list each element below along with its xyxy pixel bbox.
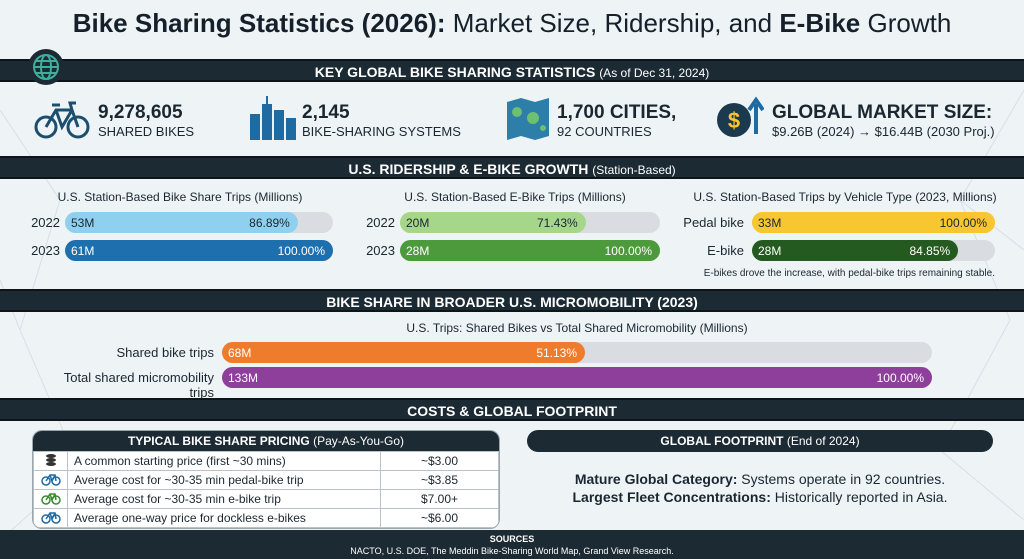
pricing-row: Average one-way price for dockless e-bik… [33,508,499,528]
chart-title: U.S. Trips: Shared Bikes vs Total Shared… [406,321,748,335]
bar: 28M 100.00% [400,240,660,261]
pricing-value: ~$3.85 [380,470,499,490]
bar: 28M 84.85% [752,240,959,261]
bar-percent-label: 86.89% [249,215,290,230]
bar-track: 33M 100.00% [752,212,995,233]
bar-track: 133M 100.00% [222,367,932,388]
bar-track: 20M 71.43% [400,212,660,233]
bar-value-label: 133M [228,370,259,385]
bar-category-label: 2023 [31,243,60,258]
bar-value-label: 68M [228,345,252,360]
chart-title: U.S. Station-Based E-Bike Trips (Million… [404,190,626,204]
bar-category-label: Total shared micromobility trips [63,370,214,400]
bar-percent-label: 51.13% [536,345,578,360]
pricing-table: TYPICAL BIKE SHARE PRICING (Pay-As-You-G… [32,430,500,529]
bar-percent-label: 100.00% [604,243,652,258]
bar: 61M 100.00% [65,240,333,261]
world-map-icon [507,98,549,140]
pricing-label: Average cost for ~30-35 min e-bike trip [67,489,381,509]
pricing-row: Average cost for ~30-35 min pedal-bike t… [33,470,499,490]
bar-track: 28M 84.85% [752,240,995,261]
bar-percent-label: 100.00% [876,370,924,385]
globe-icon [28,49,64,85]
bar: 133M 100.00% [222,367,932,388]
bar-percent-label: 100.00% [277,243,325,258]
stat-systems: 2,145 BIKE-SHARING SYSTEMS [302,102,461,139]
bar-value-label: 28M [406,243,430,258]
chart-title: U.S. Station-Based Trips by Vehicle Type… [693,190,997,204]
bicycle-icon [33,470,68,490]
svg-text:$: $ [728,108,740,133]
bar: 53M 86.89% [65,212,298,233]
chart-note: E-bikes drove the increase, with pedal-b… [703,268,995,279]
pricing-label: Average one-way price for dockless e-bik… [67,508,381,528]
pricing-label: Average cost for ~30-35 min pedal-bike t… [67,470,381,490]
section-header-costs: COSTS & GLOBAL FOOTPRINT [0,398,1024,421]
chart-title: U.S. Station-Based Bike Share Trips (Mil… [57,190,303,204]
bar-category-label: 2022 [366,215,395,230]
bar-percent-label: 84.85% [909,243,951,258]
section-header-key-stats: KEY GLOBAL BIKE SHARING STATISTICS (As o… [0,59,1024,82]
bar-category-label: 2022 [31,215,60,230]
bar-value-label: 53M [71,215,95,230]
ebike-icon [33,489,68,509]
pricing-value: ~$3.00 [380,451,499,471]
bicycle-icon [34,101,90,139]
section-header-micromobility: BIKE SHARE IN BROADER U.S. MICROMOBILITY… [0,289,1024,312]
bar-value-label: 61M [71,243,95,258]
bar: 33M 100.00% [752,212,995,233]
bar-percent-label: 71.43% [537,215,578,230]
pricing-row: Average cost for ~30-35 min e-bike trip … [33,489,499,509]
bar-track: 68M 51.13% [222,342,932,363]
sources-footer: SOURCES NACTO, U.S. DOE, The Meddin Bike-… [0,530,1024,559]
bar-value-label: 33M [758,215,782,230]
coins-icon [33,451,68,471]
bar-category-label: E-bike [707,243,744,258]
bar-category-label: Pedal bike [683,215,744,230]
section-header-ridership: U.S. RIDERSHIP & E-BIKE GROWTH (Station-… [0,156,1024,179]
footprint-header: GLOBAL FOOTPRINT (End of 2024) [527,430,993,452]
bar-track: 28M 100.00% [400,240,660,261]
city-buildings-icon [250,96,296,140]
bar-percent-label: 100.00% [939,215,987,230]
footprint-text: Mature Global Category: Systems operate … [572,471,948,505]
pricing-label: A common starting price (first ~30 mins) [67,451,381,471]
dollar-growth-icon: $ [717,96,764,137]
pricing-value: $7.00+ [380,489,499,509]
page-title: Bike Sharing Statistics (2026): Market S… [72,8,952,38]
bar-category-label: Shared bike trips [116,345,214,360]
stat-shared-bikes: 9,278,605 SHARED BIKES [98,102,195,139]
bar-category-label: 2023 [366,243,395,258]
pricing-table-header: TYPICAL BIKE SHARE PRICING (Pay-As-You-G… [33,431,499,451]
bar: 20M 71.43% [400,212,586,233]
bar-value-label: 20M [406,215,430,230]
bicycle-icon [33,508,68,528]
bar-value-label: 28M [758,243,782,258]
pricing-row: A common starting price (first ~30 mins)… [33,451,499,471]
bar-track: 61M 100.00% [65,240,333,261]
bar: 68M 51.13% [222,342,586,363]
stat-market-size: GLOBAL MARKET SIZE: $9.26B (2024) → $16.4… [772,102,995,139]
bar-track: 53M 86.89% [65,212,333,233]
stat-cities-countries: 1,700 CITIES, 92 COUNTRIES [557,102,677,139]
pricing-value: ~$6.00 [380,508,499,528]
